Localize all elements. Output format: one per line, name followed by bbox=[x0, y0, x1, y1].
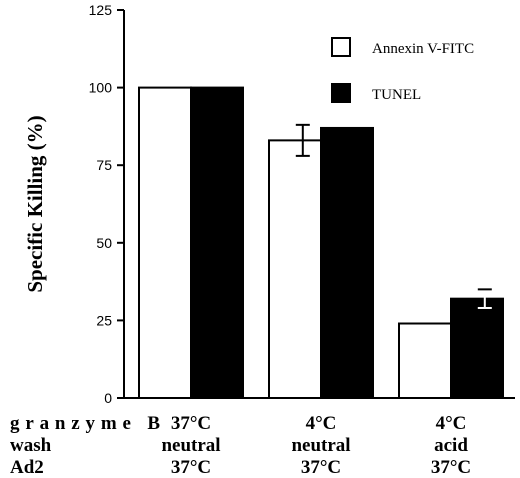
category-label: acid bbox=[434, 435, 468, 456]
y-tick-label: 125 bbox=[89, 2, 113, 18]
category-label: 4°C bbox=[306, 413, 337, 434]
bar-annexin-1 bbox=[268, 139, 322, 399]
bars bbox=[138, 86, 504, 400]
legend-swatch-tunel bbox=[331, 83, 351, 103]
legend-label-tunel: TUNEL bbox=[372, 87, 421, 103]
category-label: 37°C bbox=[431, 457, 471, 478]
bar-annexin-2 bbox=[398, 322, 452, 399]
category-label: 37°C bbox=[171, 457, 211, 478]
y-axis-ticks: 0 25 50 75 100 125 bbox=[89, 2, 124, 406]
y-tick-label: 75 bbox=[96, 157, 112, 173]
legend: Annexin V-FITC TUNEL bbox=[331, 37, 474, 103]
category-label: 4°C bbox=[436, 413, 467, 434]
row-label: Ad2 bbox=[10, 457, 44, 478]
category-label: 37°C bbox=[171, 413, 211, 434]
bar-tunel-2 bbox=[450, 297, 504, 399]
legend-label-annexin: Annexin V-FITC bbox=[372, 41, 474, 57]
legend-swatch-annexin bbox=[331, 37, 351, 57]
bar-tunel-0 bbox=[190, 86, 244, 399]
row-label: granzyme B bbox=[10, 413, 160, 434]
bar-annexin-0 bbox=[138, 86, 192, 399]
row-label: wash bbox=[10, 435, 52, 456]
category-label: neutral bbox=[291, 435, 350, 456]
y-tick-label: 50 bbox=[96, 235, 112, 251]
category-label: 37°C bbox=[301, 457, 341, 478]
error-bars bbox=[295, 123, 492, 309]
y-axis-label: Specific Killing (%) bbox=[23, 115, 47, 292]
y-tick-label: 100 bbox=[89, 80, 113, 96]
y-tick-label: 25 bbox=[96, 312, 112, 328]
category-label: neutral bbox=[161, 435, 220, 456]
bar-tunel-1 bbox=[320, 126, 374, 400]
y-tick-label: 0 bbox=[104, 390, 112, 406]
